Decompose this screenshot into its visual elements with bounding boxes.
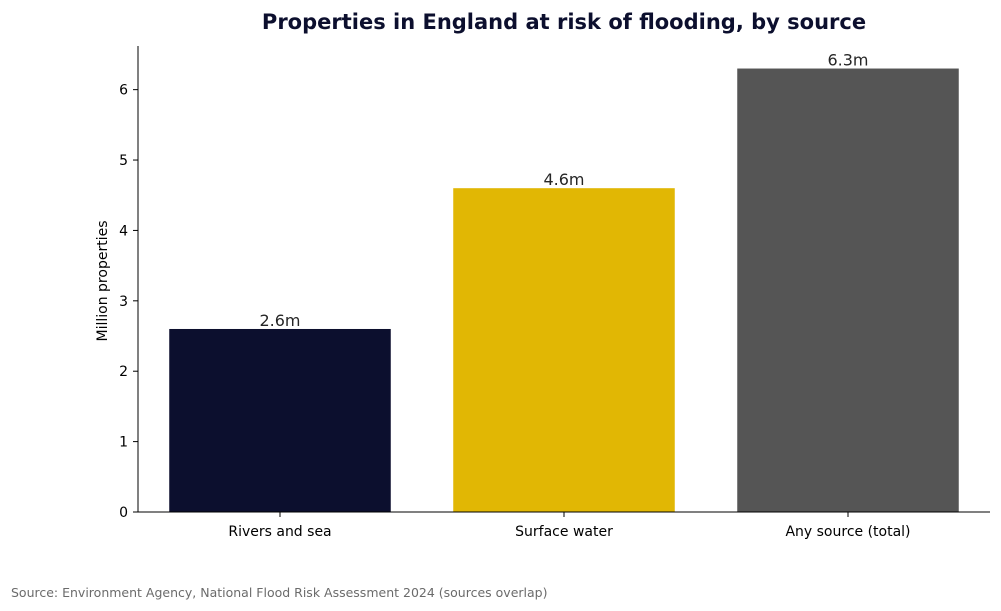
chart-title: Properties in England at risk of floodin… xyxy=(262,10,866,34)
x-tick-label-1: Rivers and sea xyxy=(228,524,331,540)
bar-1 xyxy=(169,328,391,512)
source-note: Source: Environment Agency, National Flo… xyxy=(11,585,548,600)
y-axis-ticks: 0 1 2 3 4 5 6 xyxy=(119,83,138,521)
data-label-3: 6.3m xyxy=(827,51,868,70)
y-tick-label-0: 0 xyxy=(119,505,128,521)
x-axis-ticks: Rivers and sea Surface water Any source (t… xyxy=(228,512,911,540)
y-tick-label-4: 4 xyxy=(119,223,128,239)
bar-2 xyxy=(453,188,675,512)
bars-group xyxy=(169,68,959,512)
y-tick-label-2: 2 xyxy=(119,364,128,380)
x-tick-label-2: Surface water xyxy=(515,524,613,540)
data-label-2: 4.6m xyxy=(543,170,584,189)
data-labels-group: 2.6m 4.6m 6.3m xyxy=(259,51,868,330)
data-label-1: 2.6m xyxy=(259,311,300,330)
x-tick-label-3: Any source (total) xyxy=(785,524,910,540)
bar-3 xyxy=(737,68,959,512)
y-tick-label-3: 3 xyxy=(119,294,128,310)
y-tick-label-1: 1 xyxy=(119,435,128,451)
y-tick-label-5: 5 xyxy=(119,153,128,169)
y-axis-label: Million properties xyxy=(95,221,111,342)
y-tick-label-6: 6 xyxy=(119,83,128,99)
